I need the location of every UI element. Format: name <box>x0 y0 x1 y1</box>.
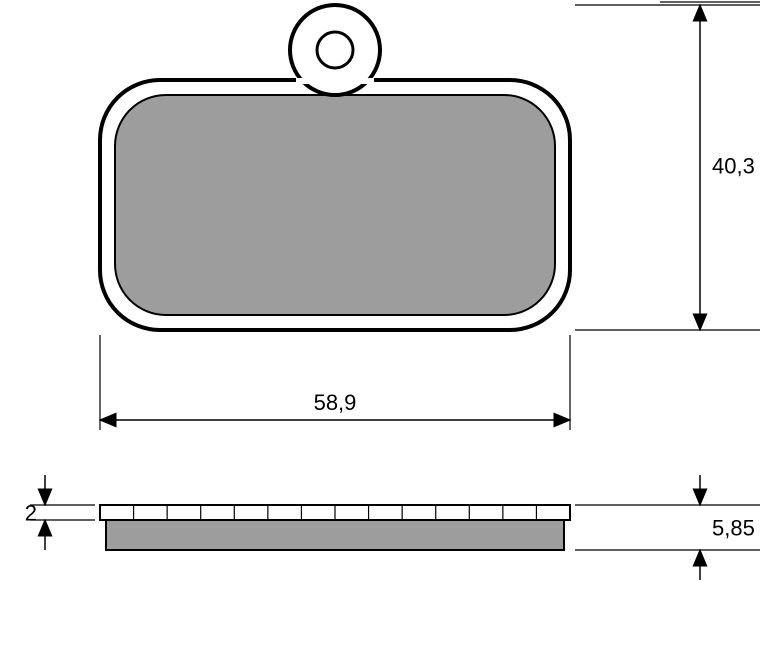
dim-width: 58,9 <box>100 335 570 430</box>
dim-total-label: 5,85 <box>712 516 755 541</box>
dim-height: 40,3 <box>575 5 760 330</box>
dim-plate-label: 2 <box>25 501 37 526</box>
friction-material <box>106 520 564 550</box>
dim-plate-thickness: 2 <box>25 475 95 550</box>
technical-drawing: 58,9 40,3 2 5,85 <box>0 0 768 650</box>
side-view <box>100 505 570 550</box>
mounting-tab-hole <box>317 32 353 68</box>
top-view <box>100 5 570 330</box>
dim-width-label: 58,9 <box>314 390 357 415</box>
dim-height-label: 40,3 <box>712 154 755 179</box>
dim-total-thickness: 5,85 <box>575 475 760 580</box>
pad-friction-surface <box>115 95 555 315</box>
